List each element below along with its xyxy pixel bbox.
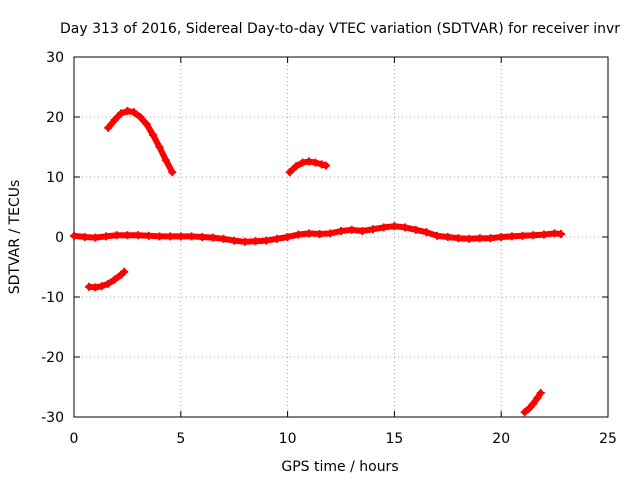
y-axis-label: SDTVAR / TECUs (7, 180, 23, 295)
series-arc3 (285, 157, 331, 177)
x-tick-label: 5 (176, 431, 185, 447)
series-arc1 (104, 107, 177, 177)
x-tick-label: 25 (599, 431, 617, 447)
series-segment (162, 157, 176, 176)
y-tick-label: 10 (46, 170, 64, 186)
y-tick-label: -10 (41, 290, 64, 306)
data-point (536, 389, 545, 397)
x-tick-label: 20 (492, 431, 510, 447)
y-tick-label: -20 (41, 350, 64, 366)
x-tick-label: 0 (70, 431, 79, 447)
series-main (70, 222, 566, 246)
data-point (120, 267, 129, 276)
x-axis-label: GPS time / hours (281, 459, 398, 475)
x-tick-label: 10 (279, 431, 297, 447)
data-point (557, 230, 566, 238)
series-arc4 (520, 389, 545, 417)
data-point (168, 168, 177, 177)
axis-ticks: 0 5 10 15 20 25 -30 -20 -10 0 10 20 30 (41, 50, 617, 447)
x-tick-label: 15 (385, 431, 403, 447)
y-tick-label: 30 (46, 50, 64, 66)
data-points (70, 107, 566, 417)
data-point (322, 161, 331, 170)
chart-title: Day 313 of 2016, Sidereal Day-to-day VTE… (60, 21, 620, 37)
y-tick-label: -30 (41, 410, 64, 426)
y-tick-label: 20 (46, 110, 64, 126)
y-tick-label: 0 (55, 230, 64, 246)
series-arc2 (84, 267, 129, 292)
